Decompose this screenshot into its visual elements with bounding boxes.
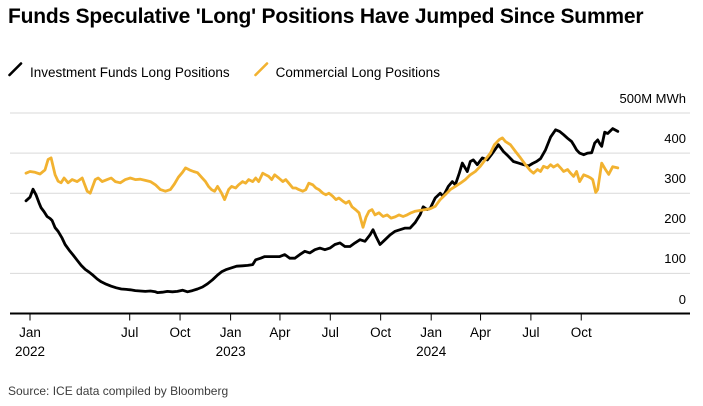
x-axis-label: Jul <box>121 325 139 340</box>
x-axis-year-label: 2022 <box>14 344 46 359</box>
legend-item-investment-funds: Investment Funds Long Positions <box>8 62 230 82</box>
chart-title: Funds Speculative 'Long' Positions Have … <box>8 5 644 28</box>
commercial-line <box>24 136 620 229</box>
legend-label-investment-funds: Investment Funds Long Positions <box>30 64 230 80</box>
x-axis-label: Jan <box>219 325 242 340</box>
legend-item-commercial: Commercial Long Positions <box>253 62 440 82</box>
legend: Investment Funds Long Positions Commerci… <box>8 62 440 82</box>
x-axis-label: Oct <box>169 325 191 340</box>
gold-line-swatch-icon <box>253 62 269 82</box>
y-axis-label: 200 <box>664 211 686 227</box>
y-axis-label: 400 <box>664 131 686 147</box>
x-axis-label: Jan <box>420 325 443 340</box>
x-axis-label: Apr <box>470 325 492 340</box>
y-axis-label: 300 <box>664 171 686 187</box>
y-axis-label: 0 <box>678 291 686 307</box>
black-line-swatch-icon <box>8 62 23 82</box>
x-axis-label: Apr <box>269 325 291 340</box>
x-axis-label: Jan <box>19 325 41 340</box>
x-axis-label: Oct <box>370 325 392 340</box>
investment-funds-line <box>24 127 620 295</box>
x-axis-label: Jul <box>522 325 540 340</box>
y-axis-label: 100 <box>664 251 686 267</box>
x-axis-year-label: 2024 <box>416 344 447 359</box>
y-axis-unit-label: 500M MWh <box>619 91 686 106</box>
legend-label-commercial: Commercial Long Positions <box>275 64 440 80</box>
x-axis-year-label: 2023 <box>215 344 246 359</box>
source-note: Source: ICE data compiled by Bloomberg <box>8 384 229 398</box>
x-axis-label: Oct <box>570 325 592 340</box>
x-axis-label: Jul <box>321 325 339 340</box>
